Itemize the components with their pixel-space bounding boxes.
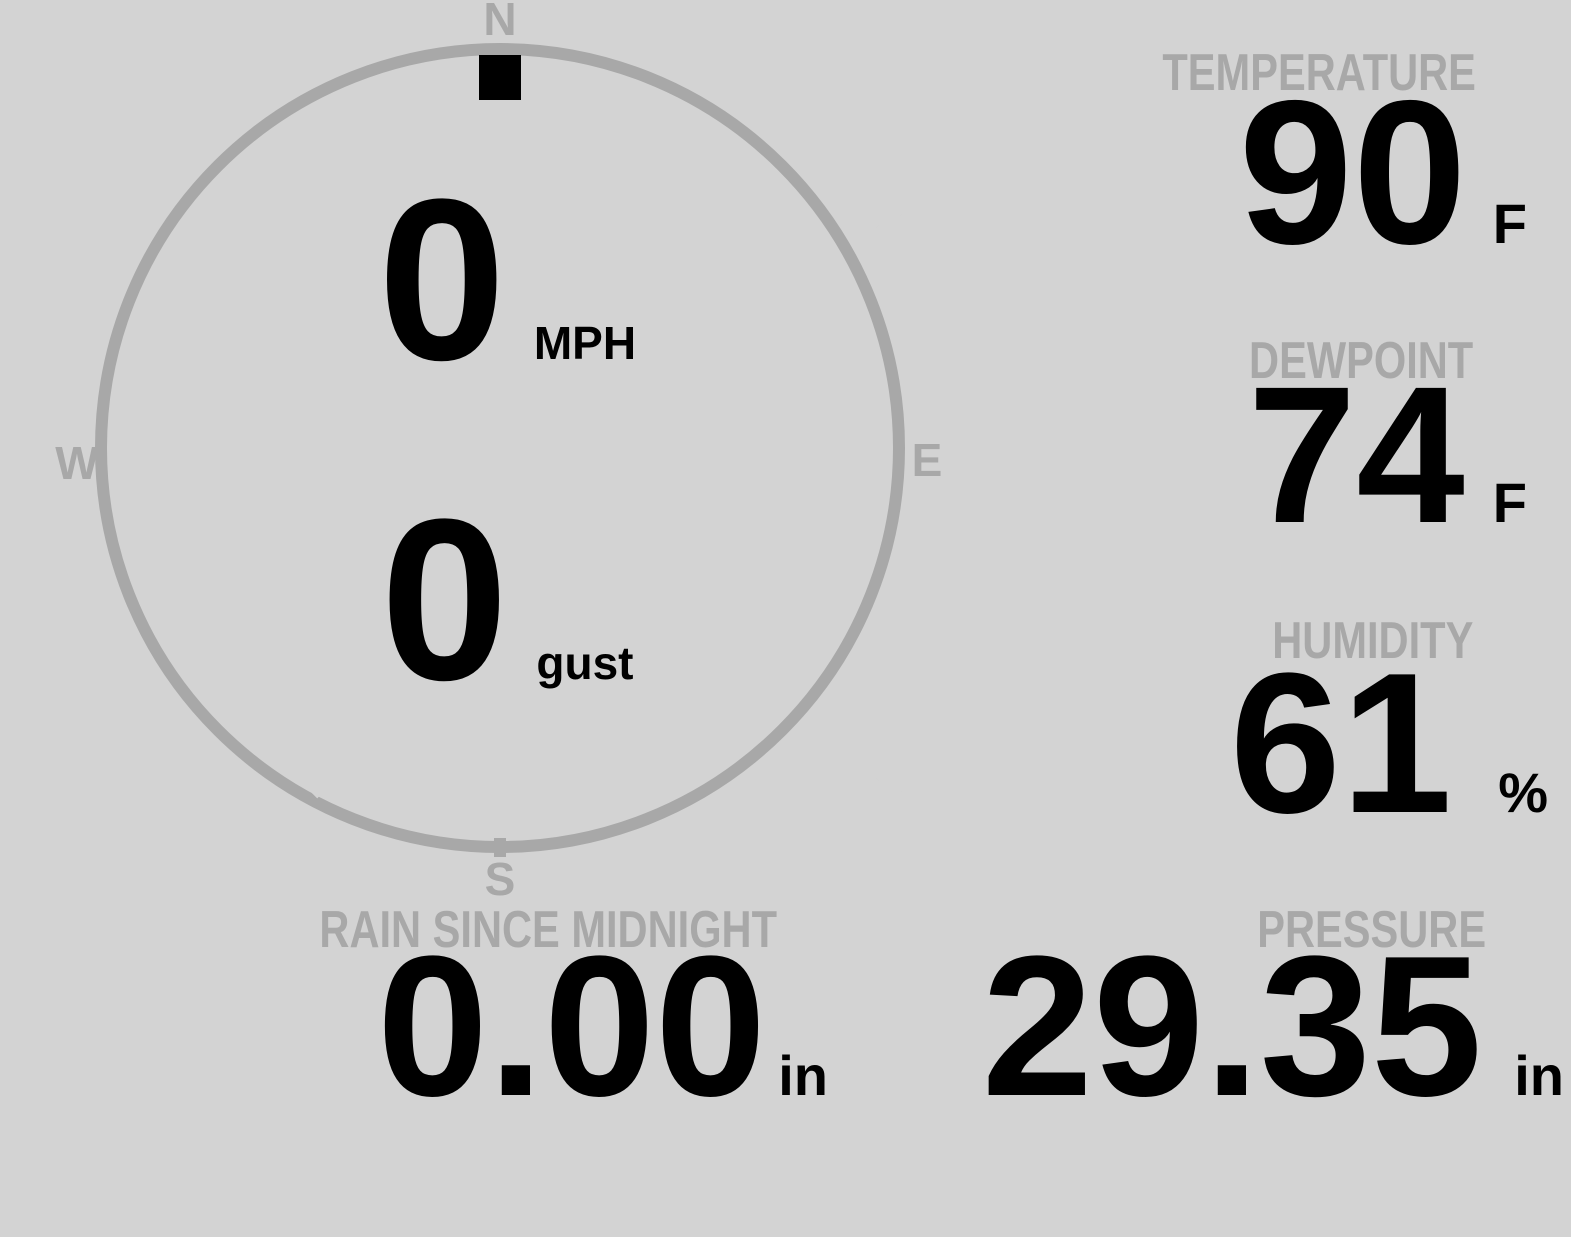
pressure-readout: 29.35 in	[982, 927, 1564, 1127]
wind-gust-unit: gust	[536, 637, 634, 689]
rain-value: 0.00	[376, 915, 767, 1138]
dewpoint-readout: 74 F	[1248, 358, 1527, 553]
pressure-unit: in	[1514, 1044, 1564, 1107]
compass-tick-south	[494, 838, 506, 857]
compass-label-north: N	[483, 0, 517, 45]
wind-gust-readout: 0 gust	[380, 485, 633, 715]
temperature-unit: F	[1492, 192, 1527, 255]
humidity-value: 61	[1229, 632, 1453, 855]
wind-gust-value: 0	[380, 471, 509, 728]
rain-unit: in	[778, 1044, 828, 1107]
temperature-readout: 90 F	[1239, 70, 1527, 275]
pressure-value: 29.35	[981, 915, 1483, 1138]
wind-direction-rotator	[95, 43, 905, 853]
compass-label-west: W	[55, 437, 99, 489]
wind-speed-readout: 0 MPH	[378, 165, 636, 395]
wind-speed-unit: MPH	[533, 317, 637, 369]
dewpoint-value: 74	[1247, 346, 1465, 564]
rain-label: RAIN SINCE MIDNIGHT	[319, 901, 777, 959]
humidity-readout: 61 %	[1230, 644, 1548, 844]
compass-label-east: E	[911, 434, 943, 486]
pressure-label: PRESSURE	[1257, 901, 1486, 959]
temperature-label: TEMPERATURE	[1162, 44, 1476, 102]
wind-direction-marker	[479, 55, 521, 100]
dewpoint-unit: F	[1492, 471, 1527, 534]
compass-label-south: S	[484, 853, 516, 905]
temperature-value: 90	[1238, 58, 1467, 287]
rain-readout: 0.00 in	[377, 927, 828, 1127]
humidity-label: HUMIDITY	[1271, 612, 1473, 670]
dewpoint-label: DEWPOINT	[1248, 332, 1473, 390]
wind-speed-value: 0	[377, 151, 506, 408]
humidity-unit: %	[1498, 761, 1548, 824]
